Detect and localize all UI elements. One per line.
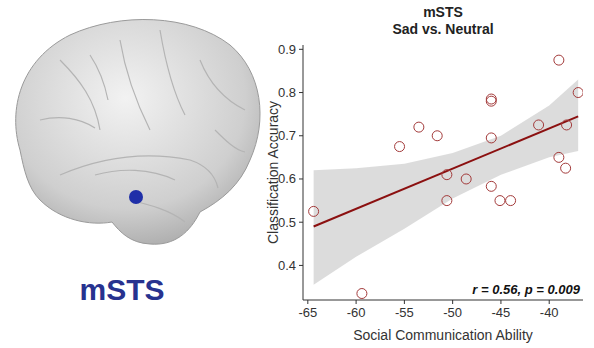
y-tick — [299, 265, 303, 266]
data-point — [432, 131, 442, 141]
sulcus — [160, 30, 185, 115]
plot-area — [309, 55, 583, 298]
x-tick-label: -50 — [443, 305, 462, 320]
data-point — [309, 206, 319, 216]
x-axis — [303, 300, 583, 301]
x-tick-label: -65 — [298, 305, 317, 320]
x-tick — [452, 300, 453, 304]
data-point — [554, 152, 564, 162]
data-point — [534, 120, 544, 130]
x-tick-label: -40 — [540, 305, 559, 320]
y-tick-label: 0.9 — [278, 42, 296, 57]
sulcus — [120, 40, 150, 130]
data-point — [357, 289, 367, 299]
region-label: mSTS — [79, 273, 164, 306]
sulcus — [60, 156, 218, 188]
x-tick-label: -45 — [492, 305, 511, 320]
confidence-band — [314, 80, 579, 285]
y-tick — [299, 178, 303, 179]
brain — [16, 19, 260, 244]
data-point — [506, 196, 516, 206]
data-point — [486, 96, 496, 106]
data-point — [414, 122, 424, 132]
sulcus — [90, 55, 108, 100]
y-axis — [303, 45, 304, 300]
data-point — [486, 181, 496, 191]
y-axis-label: Classification Accuracy — [265, 101, 281, 244]
x-tick — [500, 300, 501, 304]
sulcus — [95, 170, 175, 180]
sulcus — [40, 118, 95, 128]
sulcus — [200, 60, 245, 110]
data-point — [495, 196, 505, 206]
data-point — [486, 133, 496, 143]
data-point — [395, 142, 405, 152]
y-tick — [299, 49, 303, 50]
x-tick — [404, 300, 405, 304]
x-tick — [307, 300, 308, 304]
fit-line — [314, 116, 579, 226]
x-tick — [356, 300, 357, 304]
data-point — [561, 163, 571, 173]
figure: mSTSmSTSSad vs. Neutral-65-60-55-50-45-4… — [0, 0, 594, 348]
subtitle: Sad vs. Neutral — [392, 21, 493, 37]
data-point — [442, 196, 452, 206]
sulcus — [60, 60, 100, 130]
sulcus — [215, 130, 245, 152]
data-point — [461, 174, 471, 184]
y-tick — [299, 92, 303, 93]
x-axis-label: Social Communication Ability — [353, 327, 533, 343]
x-tick — [549, 300, 550, 304]
y-tick-label: 0.4 — [278, 258, 296, 273]
data-point — [442, 170, 452, 180]
y-tick — [299, 222, 303, 223]
y-tick-label: 0.8 — [278, 85, 296, 100]
y-tick — [299, 135, 303, 136]
x-tick-label: -55 — [395, 305, 414, 320]
data-point — [486, 94, 496, 104]
data-point — [562, 120, 572, 130]
title: mSTS — [423, 4, 463, 20]
data-point — [554, 55, 564, 65]
brain-surface — [16, 19, 260, 244]
roi-marker — [129, 190, 143, 204]
x-tick-label: -60 — [347, 305, 366, 320]
stats-annotation: r = 0.56, p = 0.009 — [472, 282, 580, 297]
data-point — [573, 88, 583, 98]
